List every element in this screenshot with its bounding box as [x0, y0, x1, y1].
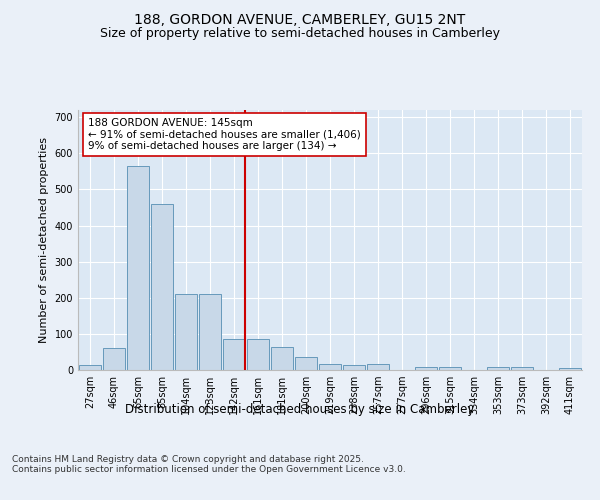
- Bar: [439, 367, 461, 370]
- Bar: [127, 166, 149, 370]
- Bar: [487, 367, 509, 370]
- Bar: [343, 364, 365, 370]
- Text: Distribution of semi-detached houses by size in Camberley: Distribution of semi-detached houses by …: [125, 402, 475, 415]
- Bar: [559, 368, 581, 370]
- Bar: [103, 348, 125, 370]
- Bar: [223, 340, 245, 370]
- Text: Size of property relative to semi-detached houses in Camberley: Size of property relative to semi-detach…: [100, 28, 500, 40]
- Bar: [511, 367, 533, 370]
- Bar: [271, 346, 293, 370]
- Text: Contains HM Land Registry data © Crown copyright and database right 2025.
Contai: Contains HM Land Registry data © Crown c…: [12, 455, 406, 474]
- Bar: [247, 340, 269, 370]
- Bar: [175, 294, 197, 370]
- Text: 188, GORDON AVENUE, CAMBERLEY, GU15 2NT: 188, GORDON AVENUE, CAMBERLEY, GU15 2NT: [134, 12, 466, 26]
- Bar: [367, 364, 389, 370]
- Bar: [151, 204, 173, 370]
- Y-axis label: Number of semi-detached properties: Number of semi-detached properties: [39, 137, 49, 343]
- Bar: [415, 367, 437, 370]
- Text: 188 GORDON AVENUE: 145sqm
← 91% of semi-detached houses are smaller (1,406)
9% o: 188 GORDON AVENUE: 145sqm ← 91% of semi-…: [88, 118, 361, 151]
- Bar: [199, 294, 221, 370]
- Bar: [295, 358, 317, 370]
- Bar: [79, 364, 101, 370]
- Bar: [319, 364, 341, 370]
